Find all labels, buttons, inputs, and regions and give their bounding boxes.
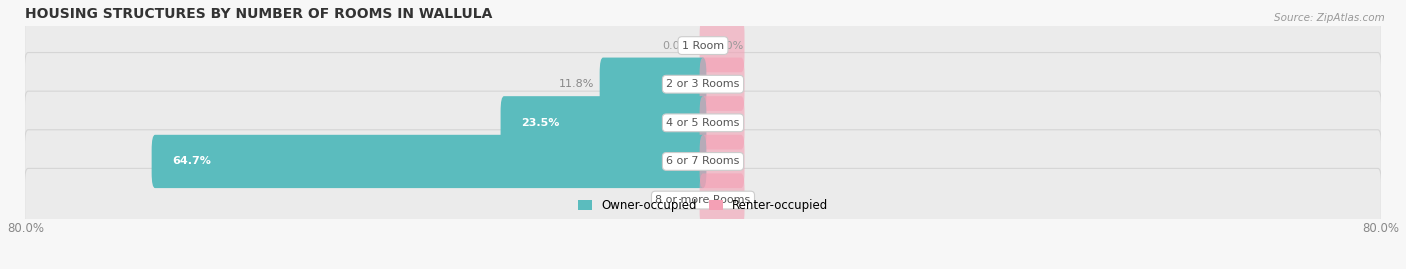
FancyBboxPatch shape (152, 135, 706, 188)
Text: 0.0%: 0.0% (716, 157, 744, 167)
FancyBboxPatch shape (700, 19, 745, 72)
FancyBboxPatch shape (700, 135, 745, 188)
FancyBboxPatch shape (501, 96, 706, 150)
Text: 11.8%: 11.8% (560, 79, 595, 89)
Text: 0.0%: 0.0% (716, 41, 744, 51)
FancyBboxPatch shape (700, 96, 745, 150)
Text: 6 or 7 Rooms: 6 or 7 Rooms (666, 157, 740, 167)
Text: 0.0%: 0.0% (662, 195, 690, 205)
FancyBboxPatch shape (24, 130, 1382, 193)
FancyBboxPatch shape (600, 58, 706, 111)
FancyBboxPatch shape (700, 174, 745, 227)
Text: HOUSING STRUCTURES BY NUMBER OF ROOMS IN WALLULA: HOUSING STRUCTURES BY NUMBER OF ROOMS IN… (25, 7, 494, 21)
Text: 0.0%: 0.0% (716, 195, 744, 205)
FancyBboxPatch shape (24, 91, 1382, 154)
FancyBboxPatch shape (24, 168, 1382, 232)
Text: 0.0%: 0.0% (662, 41, 690, 51)
FancyBboxPatch shape (24, 52, 1382, 116)
FancyBboxPatch shape (24, 14, 1382, 77)
Text: 8 or more Rooms: 8 or more Rooms (655, 195, 751, 205)
Text: 1 Room: 1 Room (682, 41, 724, 51)
FancyBboxPatch shape (700, 58, 745, 111)
Text: 4 or 5 Rooms: 4 or 5 Rooms (666, 118, 740, 128)
Legend: Owner-occupied, Renter-occupied: Owner-occupied, Renter-occupied (574, 195, 832, 215)
Text: 2 or 3 Rooms: 2 or 3 Rooms (666, 79, 740, 89)
Text: 0.0%: 0.0% (716, 118, 744, 128)
Text: Source: ZipAtlas.com: Source: ZipAtlas.com (1274, 13, 1385, 23)
Text: 64.7%: 64.7% (172, 157, 211, 167)
Text: 23.5%: 23.5% (520, 118, 560, 128)
Text: 0.0%: 0.0% (716, 79, 744, 89)
